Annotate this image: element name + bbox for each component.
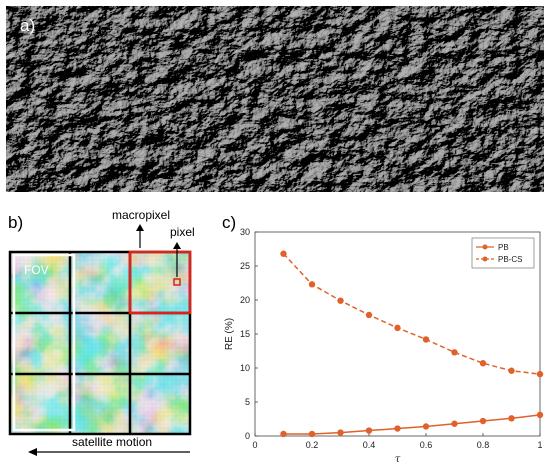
y-tick-label: 20 xyxy=(240,295,250,305)
x-tick-label: 1 xyxy=(537,440,542,450)
macropixel-diagram: b) FOV macropixel pixel satellite motion xyxy=(0,200,220,470)
data-point-pb xyxy=(308,430,316,438)
highlighted-macropixel xyxy=(128,250,192,315)
x-tick-label: 0 xyxy=(252,440,257,450)
data-point-pb xyxy=(536,411,544,419)
macropixel-arrowhead xyxy=(136,224,144,231)
x-tick-label: 0.4 xyxy=(363,440,376,450)
pixel-annotation: pixel xyxy=(170,225,195,239)
satellite-motion-label: satellite motion xyxy=(72,435,152,449)
y-tick-label: 0 xyxy=(245,431,250,441)
y-tick-label: 25 xyxy=(240,261,250,271)
legend-label-pb-cs: PB-CS xyxy=(498,255,522,264)
re-chart: c) 0 0.2 0.4 0.6 0.8 1 0 5 10 15 20 25 30 τ RE (%) PB P… xyxy=(220,200,550,470)
chart-series xyxy=(280,250,544,438)
legend-marker-pb xyxy=(482,244,488,250)
data-point-pb xyxy=(479,417,487,425)
satellite-motion-arrowhead xyxy=(28,448,37,456)
highlighted-pixel xyxy=(173,278,181,286)
data-point-pb-cs xyxy=(422,336,430,343)
data-point-pb-cs xyxy=(308,281,316,288)
data-point-pb xyxy=(337,429,344,436)
x-tick-label: 0.2 xyxy=(306,440,319,450)
data-point-pb-cs xyxy=(508,367,515,374)
series-line-pb xyxy=(283,414,541,435)
macropixel-annotation: macropixel xyxy=(112,208,170,222)
pixel-grid xyxy=(10,252,190,434)
x-tick-label: 0.6 xyxy=(420,440,433,450)
chart-legend: PB PB-CS xyxy=(471,237,535,269)
data-point-pb-cs xyxy=(365,311,373,319)
x-axis-label: τ xyxy=(395,454,401,465)
y-tick-label: 15 xyxy=(240,329,250,339)
data-point-pb-cs xyxy=(394,324,401,332)
macropixel-diagram-canvas: b) FOV macropixel pixel satellite motion xyxy=(8,208,195,456)
data-point-pb-cs xyxy=(479,360,487,367)
pixel-arrowhead xyxy=(173,242,181,249)
y-tick-label: 30 xyxy=(240,227,250,237)
data-point-pb-cs xyxy=(451,349,458,356)
terrain-image-canvas xyxy=(6,6,544,192)
data-point-pb xyxy=(280,430,287,438)
y-tick-label: 10 xyxy=(240,363,250,373)
y-axis-label: RE (%) xyxy=(224,318,235,350)
legend-marker-pb-cs xyxy=(482,256,488,262)
y-tick-label: 5 xyxy=(245,397,250,407)
panel-a-label: a) xyxy=(20,16,36,35)
data-point-pb xyxy=(451,420,458,427)
terrain-image: a) xyxy=(6,6,544,192)
data-point-pb-cs xyxy=(536,370,544,378)
series-line-pb-cs xyxy=(282,253,541,375)
data-point-pb xyxy=(394,425,401,432)
legend-label-pb: PB xyxy=(498,243,509,252)
panel-c-label: c) xyxy=(222,213,236,232)
data-point-pb xyxy=(422,423,430,430)
data-point-pb xyxy=(508,415,515,422)
fov-box xyxy=(12,253,76,432)
x-tick-label: 0.8 xyxy=(477,440,490,450)
data-point-pb-cs xyxy=(337,297,344,304)
data-point-pb xyxy=(365,427,373,434)
legend-box xyxy=(471,237,535,269)
fov-label: FOV xyxy=(24,263,49,277)
data-point-pb-cs xyxy=(280,250,287,257)
panel-b-label: b) xyxy=(8,213,23,232)
